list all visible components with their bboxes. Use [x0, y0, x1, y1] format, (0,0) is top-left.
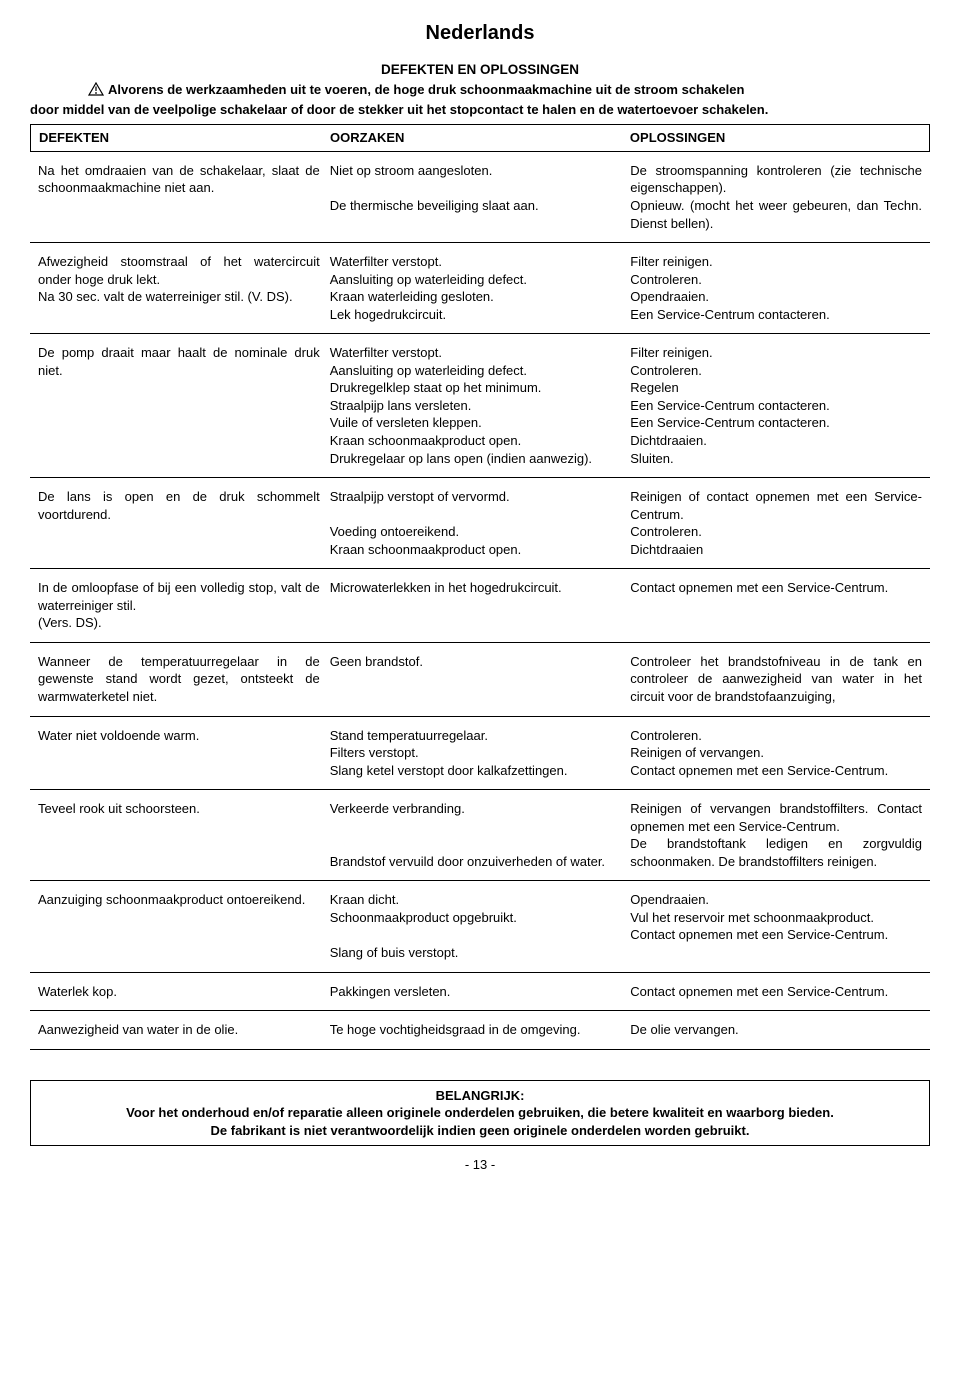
table-cell: Filter reinigen.Controleren.Opendraaien.…: [630, 253, 922, 323]
table-cell: Te hoge vochtigheidsgraad in de omgeving…: [330, 1021, 631, 1039]
table-row: Na het omdraaien van de schakelaar, slaa…: [30, 152, 930, 243]
table-cell: Aanwezigheid van water in de olie.: [38, 1021, 330, 1039]
important-title: BELANGRIJK:: [41, 1087, 919, 1105]
table-body: Na het omdraaien van de schakelaar, slaa…: [30, 152, 930, 1050]
intro-rest: door middel van de veelpolige schakelaar…: [30, 102, 768, 117]
table-cell: In de omloopfase of bij een volledig sto…: [38, 579, 330, 632]
table-cell: De pomp draait maar haalt de nominale dr…: [38, 344, 330, 467]
table-cell: Contact opnemen met een Service-Centrum.: [630, 983, 922, 1001]
table-cell: Microwaterlekken in het hogedrukcircuit.: [330, 579, 631, 632]
table-cell: Filter reinigen.Controleren.RegelenEen S…: [630, 344, 922, 467]
page-title: Nederlands: [30, 20, 930, 47]
section-title: DEFEKTEN EN OPLOSSINGEN: [30, 61, 930, 79]
table-row: Teveel rook uit schoorsteen.Verkeerde ve…: [30, 790, 930, 881]
table-row: Afwezigheid stoomstraal of het watercirc…: [30, 243, 930, 334]
table-cell: Verkeerde verbranding.Brandstof vervuild…: [330, 800, 631, 870]
table-row: In de omloopfase of bij een volledig sto…: [30, 569, 930, 643]
header-defekten: DEFEKTEN: [39, 129, 330, 147]
table-row: De pomp draait maar haalt de nominale dr…: [30, 334, 930, 478]
page-number: - 13 -: [30, 1156, 930, 1174]
table-cell: De olie vervangen.: [630, 1021, 922, 1039]
table-row: Waterlek kop.Pakkingen versleten.Contact…: [30, 973, 930, 1012]
table-cell: Waterlek kop.: [38, 983, 330, 1001]
table-cell: De lans is open en de druk schommelt voo…: [38, 488, 330, 558]
table-cell: Wanneer de temperatuurregelaar in de gew…: [38, 653, 330, 706]
table-cell: Controleren.Reinigen of vervangen.Contac…: [630, 727, 922, 780]
table-cell: Pakkingen versleten.: [330, 983, 631, 1001]
table-row: Aanzuiging schoonmaakproduct ontoereiken…: [30, 881, 930, 972]
table-cell: Niet op stroom aangesloten.De thermische…: [330, 162, 631, 232]
table-row: De lans is open en de druk schommelt voo…: [30, 478, 930, 569]
table-cell: Waterfilter verstopt.Aansluiting op wate…: [330, 253, 631, 323]
important-line1: Voor het onderhoud en/of reparatie allee…: [126, 1105, 834, 1120]
table-cell: Aanzuiging schoonmaakproduct ontoereiken…: [38, 891, 330, 961]
important-box: BELANGRIJK: Voor het onderhoud en/of rep…: [30, 1080, 930, 1147]
table-cell: Waterfilter verstopt.Aansluiting op wate…: [330, 344, 631, 467]
table-header: DEFEKTEN OORZAKEN OPLOSSINGEN: [30, 124, 930, 152]
table-cell: De stroomspanning kontroleren (zie techn…: [630, 162, 922, 232]
intro-warning: Alvorens de werkzaamheden uit te voeren,…: [30, 81, 930, 118]
table-cell: Contact opnemen met een Service-Centrum.: [630, 579, 922, 632]
table-cell: Afwezigheid stoomstraal of het watercirc…: [38, 253, 330, 323]
table-cell: Na het omdraaien van de schakelaar, slaa…: [38, 162, 330, 232]
warning-icon: [88, 82, 104, 101]
table-cell: Reinigen of contact opnemen met een Serv…: [630, 488, 922, 558]
table-cell: Reinigen of vervangen brandstoffilters. …: [630, 800, 922, 870]
table-row: Water niet voldoende warm.Stand temperat…: [30, 717, 930, 791]
table-cell: Water niet voldoende warm.: [38, 727, 330, 780]
table-row: Wanneer de temperatuurregelaar in de gew…: [30, 643, 930, 717]
header-oorzaken: OORZAKEN: [330, 129, 630, 147]
table-cell: Straalpijp verstopt of vervormd.Voeding …: [330, 488, 631, 558]
header-oplossingen: OPLOSSINGEN: [630, 129, 921, 147]
table-cell: Kraan dicht.Schoonmaakproduct opgebruikt…: [330, 891, 631, 961]
table-cell: Controleer het brandstofniveau in de tan…: [630, 653, 922, 706]
intro-line1: Alvorens de werkzaamheden uit te voeren,…: [108, 82, 744, 97]
table-cell: Teveel rook uit schoorsteen.: [38, 800, 330, 870]
important-line2: De fabrikant is niet verantwoordelijk in…: [211, 1123, 750, 1138]
table-cell: Opendraaien.Vul het reservoir met schoon…: [630, 891, 922, 961]
table-row: Aanwezigheid van water in de olie.Te hog…: [30, 1011, 930, 1050]
table-cell: Geen brandstof.: [330, 653, 631, 706]
table-cell: Stand temperatuurregelaar.Filters versto…: [330, 727, 631, 780]
